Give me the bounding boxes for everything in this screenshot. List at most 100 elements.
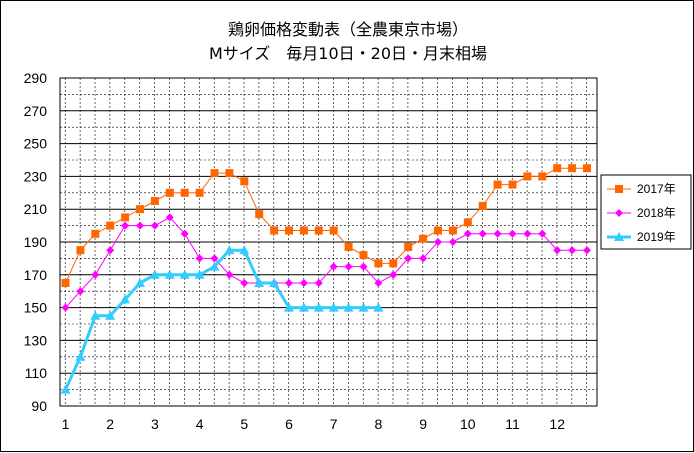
data-point (150, 221, 159, 230)
data-point (329, 226, 338, 235)
data-point (344, 242, 353, 251)
x-tick-label: 8 (375, 416, 383, 432)
data-point (121, 213, 130, 222)
series-1 (61, 164, 591, 287)
data-point (136, 221, 144, 230)
legend-label: 2019年 (637, 230, 676, 244)
y-tick-label: 210 (24, 201, 48, 217)
data-point (583, 246, 591, 255)
data-point (91, 270, 100, 279)
y-tick-label: 90 (31, 398, 47, 414)
y-tick-label: 170 (24, 267, 48, 283)
data-point (224, 245, 235, 255)
data-point (149, 269, 160, 279)
data-point (463, 218, 472, 227)
data-point (284, 302, 294, 312)
data-point (434, 226, 442, 235)
data-point (553, 164, 562, 173)
data-point (240, 177, 249, 186)
data-point (75, 351, 86, 361)
data-point (136, 205, 144, 214)
y-tick-label: 270 (24, 103, 48, 119)
data-point (419, 254, 428, 263)
data-point (434, 238, 442, 246)
data-point (404, 242, 413, 251)
data-point (463, 229, 472, 238)
data-point (358, 302, 369, 312)
data-point (389, 270, 398, 279)
data-point (359, 262, 368, 271)
data-point (255, 210, 264, 219)
data-point (195, 188, 204, 197)
data-point (298, 302, 309, 312)
data-point (76, 287, 85, 296)
data-point (374, 279, 383, 287)
data-point (448, 226, 457, 235)
data-point (106, 246, 115, 255)
data-point (523, 229, 532, 238)
data-point (209, 261, 220, 271)
data-point (269, 278, 280, 287)
data-point (343, 302, 354, 312)
data-point (210, 254, 219, 263)
data-point (478, 201, 487, 210)
x-tick-label: 1 (62, 416, 70, 432)
data-point (314, 279, 323, 287)
data-point (195, 254, 204, 263)
data-point (538, 172, 547, 181)
data-point (583, 164, 591, 173)
data-point (121, 221, 130, 230)
chart-subtitle: Mサイズ 毎月10日・20日・月末相場 (209, 44, 487, 63)
data-point (404, 254, 413, 263)
data-point (553, 246, 562, 255)
data-point (313, 302, 324, 312)
data-point (359, 251, 368, 260)
data-point (164, 269, 175, 279)
data-point (285, 279, 293, 287)
x-tick-label: 2 (106, 416, 114, 432)
x-tick-label: 10 (460, 416, 476, 432)
data-point (76, 246, 85, 255)
data-point (419, 234, 428, 243)
series-line (64, 248, 379, 391)
y-tick-label: 190 (24, 234, 48, 250)
legend-label: 2018年 (637, 206, 676, 220)
x-tick-label: 5 (240, 416, 248, 432)
y-axis: 90 110 130 150 170 190 210 230 250 270 290 (24, 70, 48, 414)
y-tick-label: 250 (24, 136, 48, 152)
data-point (105, 310, 116, 320)
x-axis: 1 2 3 4 5 6 7 8 9 10 11 12 (62, 416, 566, 432)
y-tick-label: 230 (24, 168, 48, 184)
series-3 (60, 245, 384, 394)
data-point (61, 279, 70, 287)
chart-title: 鶏卵価格変動表（全農東京市場） (228, 20, 468, 39)
data-point (240, 279, 249, 287)
data-point (239, 245, 250, 255)
data-point (344, 262, 353, 271)
data-point (91, 229, 100, 238)
data-point (60, 384, 71, 394)
legend-label: 2017年 (637, 182, 676, 196)
data-point (478, 229, 487, 238)
data-point (568, 164, 577, 173)
data-point (374, 259, 383, 268)
data-point (299, 279, 308, 287)
series-layer (60, 164, 591, 394)
data-point (165, 213, 174, 222)
data-point (508, 180, 517, 189)
grid (60, 77, 597, 407)
data-point (225, 169, 234, 178)
y-tick-label: 130 (24, 332, 48, 348)
data-point (568, 246, 577, 255)
data-point (120, 294, 131, 304)
data-point (328, 302, 339, 312)
data-point (150, 197, 159, 205)
data-point (210, 169, 219, 178)
data-point (285, 226, 293, 235)
y-tick-label: 150 (24, 300, 48, 316)
x-tick-label: 3 (151, 416, 159, 432)
data-point (225, 270, 234, 279)
data-point (106, 221, 115, 230)
